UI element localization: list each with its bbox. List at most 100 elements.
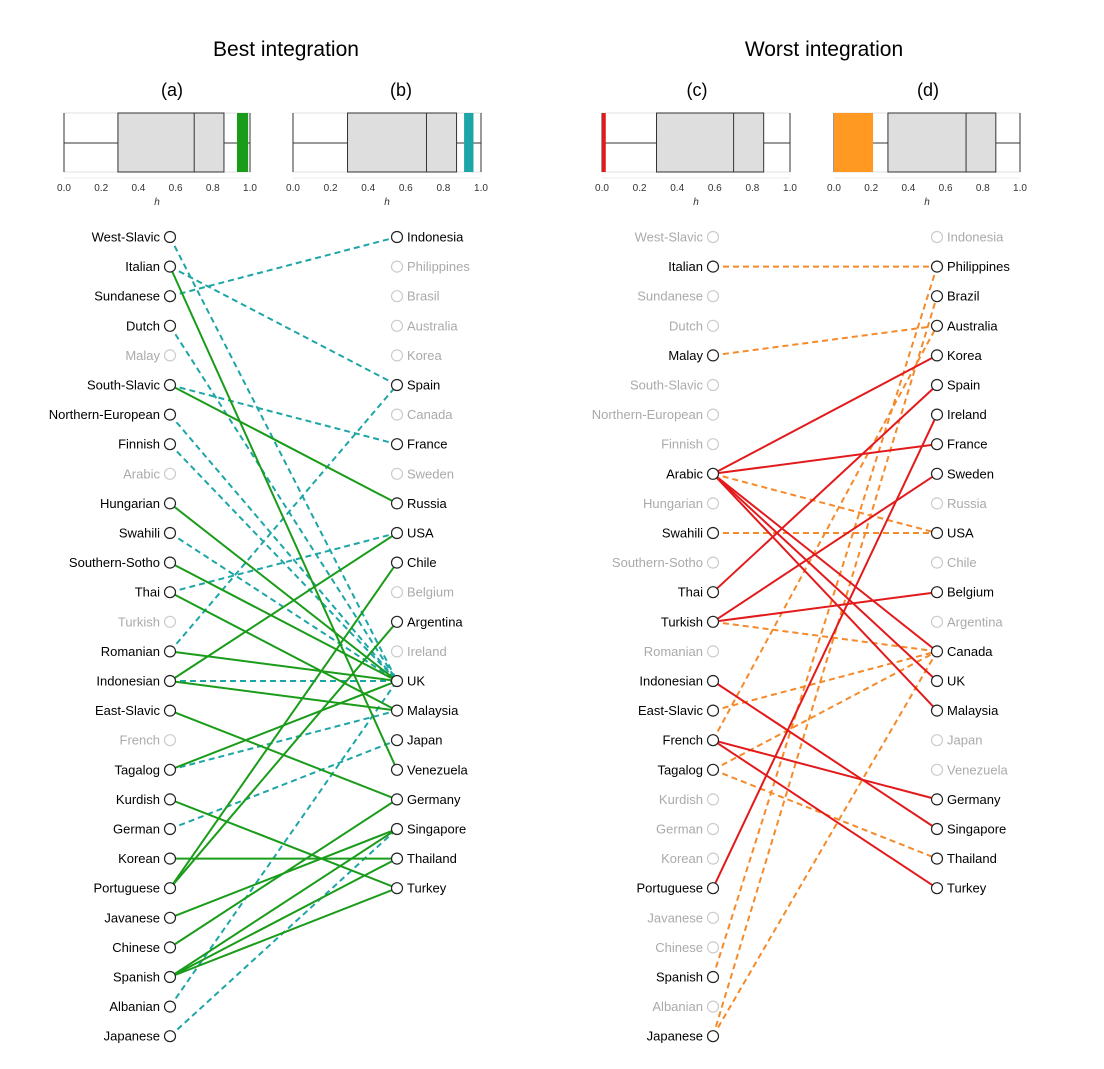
culture-node: [163, 911, 177, 924]
culture-node: [163, 763, 177, 776]
culture-node: [163, 586, 177, 599]
axis-tick-label: 0.2: [94, 183, 108, 194]
edge-solid: [169, 798, 398, 949]
culture-node: [706, 941, 720, 954]
culture-label: Italian: [125, 259, 160, 274]
edge-solid: [169, 591, 398, 712]
culture-label: French: [120, 733, 160, 748]
culture-label: Thai: [678, 585, 703, 600]
edge-solid: [712, 680, 938, 830]
edge-solid: [169, 561, 398, 682]
axis-tick-label: 0.8: [436, 183, 450, 194]
culture-label: German: [113, 822, 160, 837]
country-node: [390, 704, 404, 717]
culture-label: Spanish: [656, 970, 703, 985]
country-label: Thailand: [407, 851, 457, 866]
culture-node: [163, 526, 177, 540]
culture-node: [706, 970, 720, 984]
culture-label: South-Slavic: [87, 378, 160, 393]
country-label: Thailand: [947, 851, 997, 866]
country-node: [390, 615, 404, 628]
country-label: Brasil: [407, 289, 440, 304]
edge-solid: [712, 739, 938, 890]
country-label: Sweden: [947, 466, 994, 481]
culture-label: Spanish: [113, 970, 160, 985]
country-label: Canada: [947, 644, 993, 659]
culture-label: Romanian: [644, 644, 703, 659]
culture-label: Japanese: [647, 1029, 703, 1044]
culture-node: [163, 260, 177, 273]
edge-solid: [712, 384, 938, 593]
culture-label: Thai: [135, 585, 160, 600]
axis-tick-label: 0.0: [595, 183, 609, 194]
country-node: [930, 319, 944, 332]
country-label: Japan: [407, 733, 442, 748]
edge-dashed: [712, 650, 938, 712]
axis-tick-label: 0.0: [57, 183, 71, 194]
edge-dashed: [169, 236, 398, 298]
country-node: [930, 290, 944, 303]
culture-label: Northern-European: [592, 407, 703, 422]
edge-solid: [169, 680, 398, 712]
edge-solid: [169, 650, 398, 682]
boxplot-label: (d): [917, 80, 939, 100]
country-node: [390, 408, 404, 421]
culture-node: [163, 674, 177, 688]
culture-label: South-Slavic: [630, 378, 703, 393]
culture-label: Albanian: [652, 999, 703, 1014]
boxplot-label: (b): [390, 80, 412, 100]
axis-tick-label: 0.6: [939, 183, 953, 194]
edge-solid: [169, 502, 398, 682]
country-label: Venezuela: [947, 762, 1008, 777]
edge-solid: [712, 354, 938, 475]
boxplot-box: [347, 112, 458, 173]
country-node: [390, 586, 404, 599]
edge-solid: [169, 266, 398, 771]
edge-dashed: [169, 709, 398, 771]
axis-tick-label: 0.6: [169, 183, 183, 194]
culture-label: Javanese: [647, 910, 703, 925]
country-label: Germany: [947, 792, 1001, 807]
country-label: Indonesia: [407, 230, 464, 245]
country-label: Australia: [947, 318, 998, 333]
edge-solid: [712, 443, 938, 475]
axis-tick-label: 1.0: [783, 183, 797, 194]
country-node: [390, 734, 404, 747]
country-label: USA: [947, 526, 974, 541]
boxplot-highlight: [236, 113, 249, 172]
country-label: Canada: [407, 407, 453, 422]
country-label: Belgium: [947, 585, 994, 600]
country-node: [930, 438, 944, 451]
axis-tick-label: 1.0: [1013, 183, 1027, 194]
edge-solid: [712, 473, 938, 712]
country-node: [930, 734, 944, 747]
country-node: [930, 822, 944, 836]
best-integration-edges: [169, 236, 398, 1037]
country-label: Philippines: [947, 259, 1010, 274]
edge-solid: [169, 798, 398, 890]
axis-tick-label: 0.4: [361, 183, 375, 194]
edge-dashed: [712, 650, 938, 1037]
culture-label: German: [656, 822, 703, 837]
axis-label: h: [384, 197, 390, 208]
country-node: [390, 882, 404, 895]
country-node: [930, 408, 944, 421]
culture-label: Chinese: [112, 940, 160, 955]
country-label: Singapore: [947, 822, 1006, 837]
culture-node: [706, 793, 720, 806]
country-label: Singapore: [407, 822, 466, 837]
culture-node: [706, 852, 720, 865]
culture-label: Javanese: [104, 910, 160, 925]
edge-dashed: [169, 413, 398, 682]
culture-node: [706, 645, 720, 658]
country-node: [930, 260, 944, 273]
edge-dashed: [169, 680, 398, 1008]
culture-node: [163, 882, 177, 895]
country-label: France: [407, 437, 447, 452]
culture-node: [706, 1000, 720, 1013]
culture-node: [706, 911, 720, 924]
culture-label: Turkish: [661, 614, 703, 629]
culture-node: [706, 734, 720, 747]
axis-tick-label: 0.2: [864, 183, 878, 194]
